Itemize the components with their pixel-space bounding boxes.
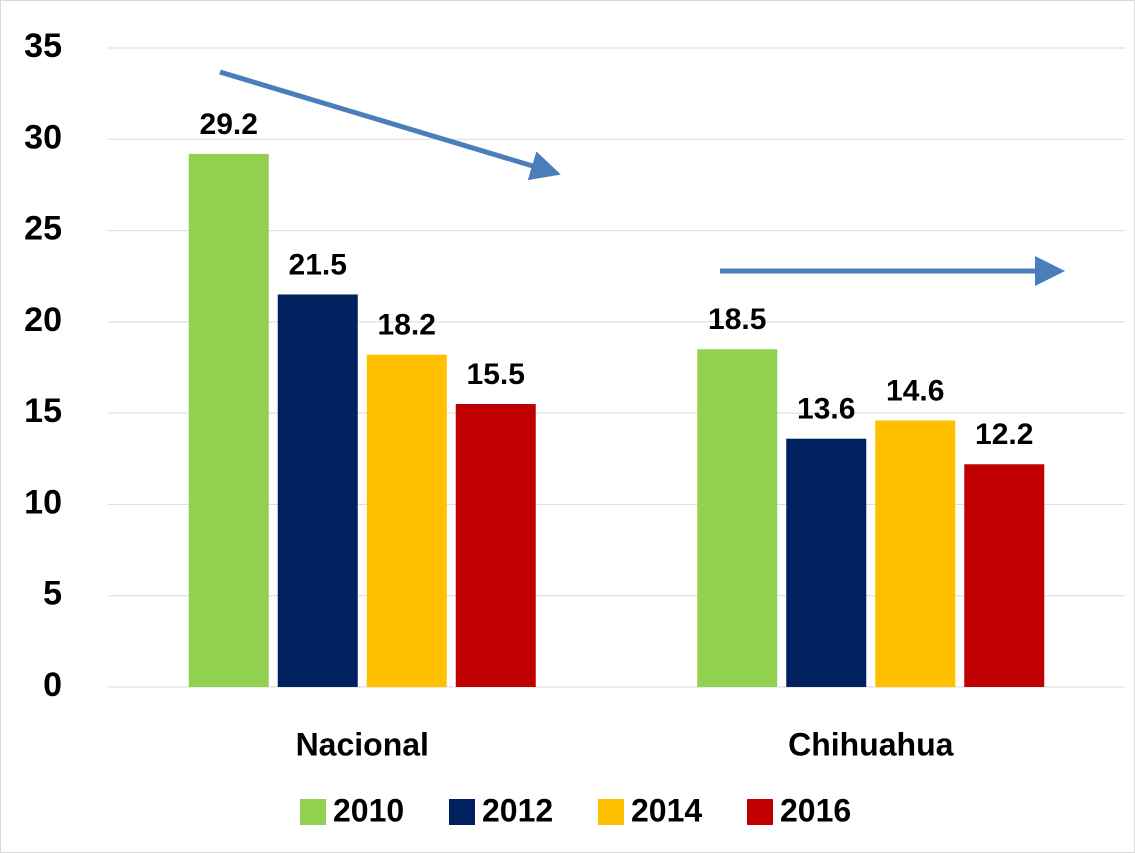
grid: 0 5 10 15 20 25 30 35 xyxy=(24,27,1125,704)
bars: Nacional 29.2 21.5 18.2 15.5 Chihuahua 18.5 13.… xyxy=(188,108,1045,762)
y-tick-label: 0 xyxy=(43,666,62,704)
bar xyxy=(366,354,447,687)
legend-label: 2012 xyxy=(482,792,553,828)
value-label: 18.5 xyxy=(708,303,766,336)
legend-label: 2016 xyxy=(780,792,851,828)
bar xyxy=(786,438,867,687)
legend-swatch xyxy=(449,799,475,825)
value-label: 14.6 xyxy=(886,374,944,407)
trend-arrow xyxy=(219,69,561,181)
value-label: 18.2 xyxy=(378,309,436,342)
bar xyxy=(697,349,778,687)
value-label: 15.5 xyxy=(467,358,525,391)
y-tick-label: 15 xyxy=(24,392,62,430)
value-label: 12.2 xyxy=(975,418,1033,451)
y-tick-label: 35 xyxy=(24,27,62,65)
x-tick-label: Nacional xyxy=(296,726,429,762)
value-label: 13.6 xyxy=(797,393,855,426)
value-label: 29.2 xyxy=(200,108,258,141)
bar xyxy=(277,294,358,687)
y-tick-label: 10 xyxy=(24,483,62,521)
legend-swatch xyxy=(598,799,624,825)
legend-label: 2014 xyxy=(631,792,702,828)
bar xyxy=(455,404,536,687)
x-tick-label: Chihuahua xyxy=(788,726,954,762)
bar xyxy=(964,464,1045,687)
legend-swatch xyxy=(300,799,326,825)
y-tick-label: 25 xyxy=(24,210,62,248)
y-tick-label: 5 xyxy=(43,575,62,613)
value-label: 21.5 xyxy=(289,248,347,281)
y-tick-label: 30 xyxy=(24,118,62,156)
legend-label: 2010 xyxy=(333,792,404,828)
legend-swatch xyxy=(747,799,773,825)
y-tick-label: 20 xyxy=(24,301,62,339)
bar xyxy=(188,153,269,688)
bar xyxy=(875,420,956,687)
legend: 2010 2012 2014 2016 xyxy=(300,792,851,828)
